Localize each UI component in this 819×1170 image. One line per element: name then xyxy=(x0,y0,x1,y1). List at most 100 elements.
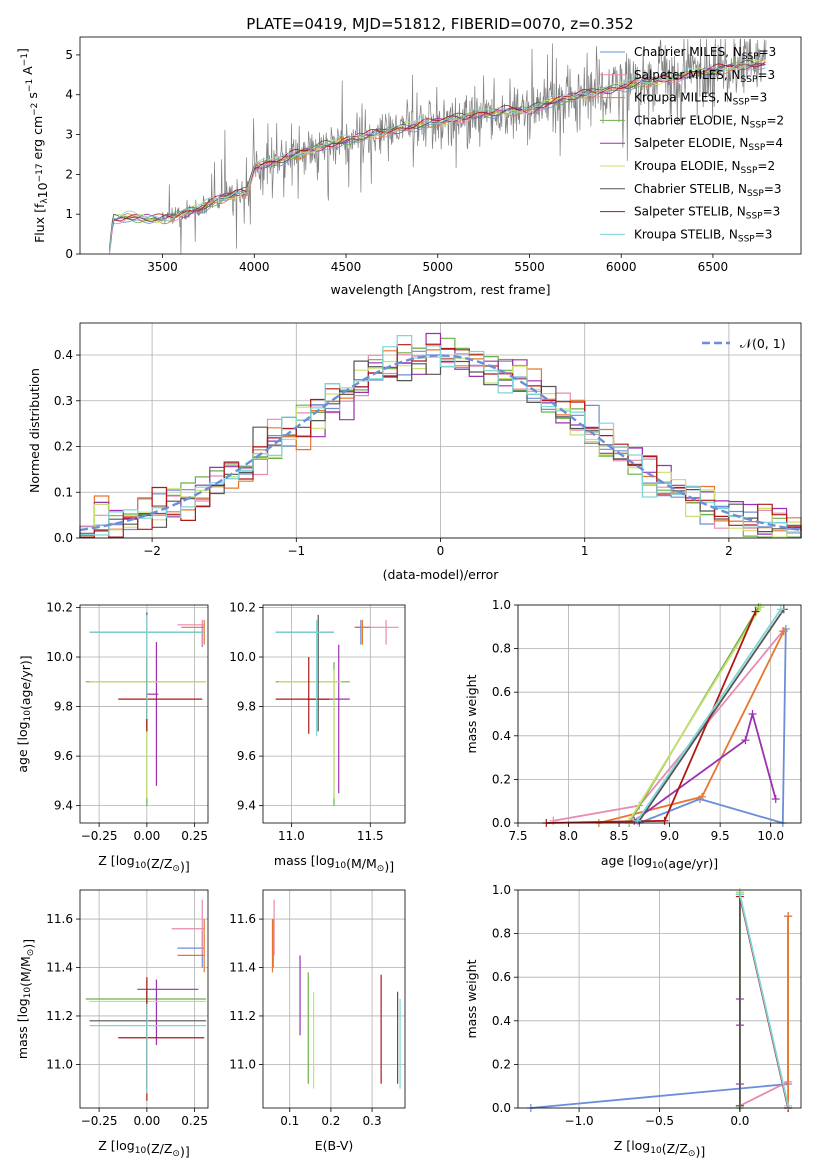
line-kroupa-stelib xyxy=(636,608,782,822)
label-part: −1 xyxy=(20,53,30,66)
x-tick-label: 7.5 xyxy=(508,829,527,843)
x-tick-label: 0.3 xyxy=(363,1114,382,1128)
label-part: ⊙ xyxy=(688,1149,696,1159)
axes-frame xyxy=(517,604,802,824)
label-part: mass [ xyxy=(15,1017,30,1059)
legend-label-kroupa-miles: Kroupa MILES, NSSP=3 xyxy=(634,91,767,108)
normal-legend-label: 𝒩(0, 1) xyxy=(740,336,786,351)
x-tick-label: 10.0 xyxy=(757,829,784,843)
label-part: log xyxy=(15,721,30,740)
legend-subscript: SSP xyxy=(738,234,755,244)
legend-subscript: SSP xyxy=(747,189,764,199)
y-tick-label: 11.2 xyxy=(46,1009,73,1023)
label-part: mass weight xyxy=(464,959,479,1038)
x-tick-label: 6500 xyxy=(698,260,729,274)
y-tick-label: 9.6 xyxy=(54,749,73,763)
y-tick-label: 0.6 xyxy=(492,685,511,699)
label-part: (age/yr)] xyxy=(18,655,33,710)
legend-text: Chabrier MILES, N xyxy=(634,45,742,59)
y-tick-label: 0.1 xyxy=(54,485,73,499)
chart-residuals: −2 −1 0 1 2 0.0 0.1 0.2 0.3 0.4 (data-model)/error… xyxy=(27,322,802,582)
label-part: Z [ xyxy=(98,853,115,868)
y-tick-label: 10.0 xyxy=(46,650,73,664)
label-part: (age/yr)] xyxy=(663,856,718,871)
y-tick-label: 9.8 xyxy=(54,700,73,714)
massweight-vs-z-ylabel: mass weight xyxy=(464,959,479,1038)
line-kroupa-stelib xyxy=(739,894,789,1107)
legend-tail: =3 xyxy=(759,45,777,59)
label-part: Z [ xyxy=(614,1138,631,1153)
x-tick-label: −0.25 xyxy=(81,829,118,843)
massweight-vs-age-ylabel: mass weight xyxy=(464,674,479,753)
chart-mass-vs-ebv: 0.1 0.2 0.3 11.0 11.2 11.4 11.6 E(B-V) xyxy=(229,889,406,1153)
label-part: wavelength [Angstrom, rest frame] xyxy=(330,282,550,297)
y-tick-label: 2 xyxy=(65,167,73,181)
x-tick-label: −1 xyxy=(287,544,305,558)
x-tick-label: 8.0 xyxy=(559,829,578,843)
mass-vs-ebv-xlabel: E(B-V) xyxy=(315,1138,354,1153)
y-tick-label: 0.4 xyxy=(492,729,511,743)
label-part: Normed distribution xyxy=(27,368,42,493)
figure-title: PLATE=0419, MJD=51812, FIBERID=0070, z=0… xyxy=(246,15,633,33)
x-tick-label: 5500 xyxy=(514,260,545,274)
chart-massweight-vs-age: 7.5 8.0 8.5 9.0 9.5 10.0 0.0 0.2 0.4 0.6 0.8 1.0 age… xyxy=(464,598,802,871)
legend-tail: =3 xyxy=(764,182,782,196)
label-part: ⊙ xyxy=(172,1149,180,1159)
label-part: (M/M xyxy=(18,956,33,987)
chart-age-vs-mass: 11.0 11.5 9.4 9.6 9.8 10.0 10.2 mass [log10(M/M… xyxy=(229,600,406,874)
x-tick-label: 4500 xyxy=(331,260,362,274)
legend-text: Salpeter STELIB, N xyxy=(634,205,746,219)
chart-spectrum: 3500 4000 4500 5000 5500 6000 6500 0 1 2 3 4 5 wavele… xyxy=(15,36,802,297)
y-tick-label: 11.6 xyxy=(229,912,256,926)
label-part: −17 xyxy=(35,163,45,182)
label-part: E(B-V) xyxy=(315,1138,354,1153)
label-part: (data-model)/error xyxy=(383,567,500,582)
chart-age-vs-z: −0.25 0.00 0.259.49.69.810.010.2Z [log10(Z… xyxy=(15,600,209,874)
label-part: log xyxy=(633,853,652,868)
y-tick-label: 9.8 xyxy=(237,700,256,714)
y-tick-label: 0.0 xyxy=(492,816,511,830)
normal-curve xyxy=(79,354,802,532)
y-tick-label: 10.2 xyxy=(46,600,73,614)
legend-subscript: SSP xyxy=(746,212,763,222)
legend-tail: =3 xyxy=(755,227,773,241)
x-tick-label: 11.5 xyxy=(357,829,384,843)
y-tick-label: 0.2 xyxy=(492,1057,511,1071)
label-subscript: 10 xyxy=(652,861,664,871)
label-part: ⊙ xyxy=(172,864,180,874)
legend-subscript: SSP xyxy=(741,75,758,85)
label-part: erg cm xyxy=(30,116,45,164)
legend-text: Salpeter ELODIE, N xyxy=(634,136,748,150)
y-tick-label: 11.4 xyxy=(46,961,73,975)
legend-tail: =4 xyxy=(765,136,783,150)
label-part: log xyxy=(116,853,135,868)
legend-tail: =3 xyxy=(750,91,768,105)
label-part: )] xyxy=(695,1144,705,1159)
label-part: age [ xyxy=(15,741,30,773)
y-tick-label: 0.4 xyxy=(54,348,73,362)
axes-frame xyxy=(79,889,209,1109)
y-tick-label: 0.4 xyxy=(492,1014,511,1028)
x-tick-label: 2 xyxy=(725,544,733,558)
y-tick-label: 0.8 xyxy=(492,927,511,941)
x-tick-label: 8.5 xyxy=(610,829,629,843)
mass-vs-z-ylabel: mass [log10(M/M⊙)] xyxy=(15,939,36,1059)
chart-massweight-vs-z: −1.0 −0.5 0.0 0.0 0.2 0.4 0.6 0.8 1.0 Z [log10(Z/… xyxy=(464,883,802,1159)
x-tick-label: 4000 xyxy=(239,260,270,274)
y-tick-label: 4 xyxy=(65,88,73,102)
legend-text: Salpeter MILES, N xyxy=(634,68,741,82)
y-tick-label: 11.0 xyxy=(229,1057,256,1071)
massweight-vs-age-xlabel: age [log10(age/yr)] xyxy=(601,853,718,871)
label-part: A xyxy=(20,66,35,79)
label-part: s xyxy=(25,92,40,103)
x-tick-label: 1 xyxy=(581,544,589,558)
axes-frame xyxy=(79,604,209,824)
label-part: (Z/Z xyxy=(662,1141,688,1156)
residuals-xlabel: (data-model)/error xyxy=(383,567,500,582)
x-tick-label: 0.1 xyxy=(280,1114,299,1128)
label-part: mass [ xyxy=(274,853,316,868)
y-tick-label: 9.4 xyxy=(237,799,256,813)
legend-tail: =2 xyxy=(766,113,784,127)
legend-text: Kroupa STELIB, N xyxy=(634,227,738,241)
